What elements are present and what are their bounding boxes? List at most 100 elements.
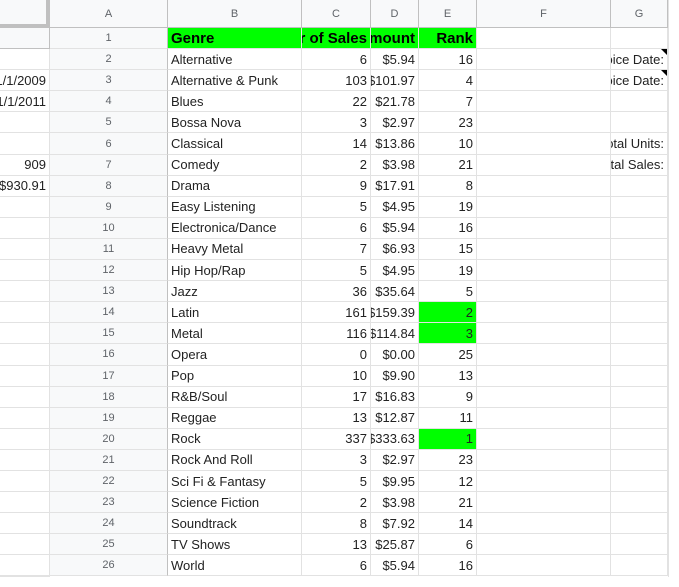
cell-d25-rank[interactable]: 6	[419, 534, 477, 556]
cell-c19-amount[interactable]: $12.87	[371, 407, 419, 429]
cell-f24[interactable]	[611, 513, 668, 535]
cell-b18-sales[interactable]: 17	[302, 386, 371, 408]
row-header-16[interactable]: 16	[50, 344, 168, 366]
cell-b3-sales[interactable]: 103	[302, 70, 371, 92]
cell-f8[interactable]	[611, 175, 668, 197]
cell-a19-genre[interactable]: Reggae	[168, 407, 302, 429]
cell-f11[interactable]	[611, 238, 668, 261]
cell-d23-rank[interactable]: 21	[419, 492, 477, 514]
cell-g8[interactable]	[0, 196, 50, 218]
cell-a5-genre[interactable]: Bossa Nova	[168, 112, 302, 134]
row-header-17[interactable]: 17	[50, 365, 168, 387]
cell-b23-sales[interactable]: 2	[302, 492, 371, 514]
cell-a22-genre[interactable]: Sci Fi & Fantasy	[168, 470, 302, 493]
cell-b1-sales-header[interactable]: Number of Sales	[302, 28, 371, 50]
cell-a24-genre[interactable]: Soundtrack	[168, 513, 302, 535]
cell-f25[interactable]	[611, 534, 668, 556]
cell-f10[interactable]	[611, 217, 668, 239]
cell-c24-amount[interactable]: $7.92	[371, 513, 419, 535]
cell-g24[interactable]	[0, 534, 50, 556]
cell-e11[interactable]	[477, 238, 611, 261]
cell-b10-sales[interactable]: 6	[302, 217, 371, 239]
cell-d26-rank[interactable]: 16	[419, 555, 477, 577]
column-header-g[interactable]: G	[611, 0, 668, 28]
row-header-4[interactable]: 4	[50, 91, 168, 113]
cell-g3-end-value[interactable]: 1/1/2011	[0, 91, 50, 113]
cell-d6-rank[interactable]: 10	[419, 133, 477, 155]
cell-f1[interactable]	[611, 28, 668, 50]
cell-d2-rank[interactable]: 16	[419, 49, 477, 71]
cell-e6[interactable]	[477, 133, 611, 155]
cell-c12-amount[interactable]: $4.95	[371, 260, 419, 282]
cell-b26-sales[interactable]: 6	[302, 555, 371, 577]
cell-g16[interactable]	[0, 365, 50, 387]
row-header-5[interactable]: 5	[50, 112, 168, 134]
cell-c9-amount[interactable]: $4.95	[371, 196, 419, 218]
cell-b21-sales[interactable]: 3	[302, 449, 371, 471]
cell-g19[interactable]	[0, 428, 50, 450]
cell-a10-genre[interactable]: Electronica/Dance	[168, 217, 302, 239]
row-header-2[interactable]: 2	[50, 49, 168, 71]
column-header-e[interactable]: E	[419, 0, 477, 28]
cell-b6-sales[interactable]: 14	[302, 133, 371, 155]
cell-b24-sales[interactable]: 8	[302, 513, 371, 535]
cell-b14-sales[interactable]: 161	[302, 302, 371, 324]
cell-f3-end-label[interactable]: Ending invoice Date:	[611, 70, 668, 92]
cell-e22[interactable]	[477, 470, 611, 493]
cell-c17-amount[interactable]: $9.90	[371, 365, 419, 387]
cell-a23-genre[interactable]: Science Fiction	[168, 492, 302, 514]
cell-a14-genre[interactable]: Latin	[168, 302, 302, 324]
cell-a1-genre-header[interactable]: Genre	[168, 28, 302, 50]
cell-g25[interactable]	[0, 555, 50, 577]
cell-a4-genre[interactable]: Blues	[168, 91, 302, 113]
cell-e20[interactable]	[477, 428, 611, 450]
row-header-26[interactable]: 26	[50, 555, 168, 577]
cell-e7[interactable]	[477, 154, 611, 176]
row-header-10[interactable]: 10	[50, 217, 168, 239]
cell-g20[interactable]	[0, 449, 50, 471]
cell-g7-sales-value[interactable]: $930.91	[0, 175, 50, 197]
cell-g10[interactable]	[0, 238, 50, 261]
cell-c8-amount[interactable]: $17.91	[371, 175, 419, 197]
row-header-11[interactable]: 11	[50, 238, 168, 261]
cell-g18[interactable]	[0, 407, 50, 429]
cell-e5[interactable]	[477, 112, 611, 134]
cell-e26[interactable]	[477, 555, 611, 577]
cell-a13-genre[interactable]: Jazz	[168, 281, 302, 303]
cell-e18[interactable]	[477, 386, 611, 408]
cell-a16-genre[interactable]: Opera	[168, 344, 302, 366]
cell-f17[interactable]	[611, 365, 668, 387]
row-header-9[interactable]: 9	[50, 196, 168, 218]
row-header-24[interactable]: 24	[50, 513, 168, 535]
cell-e23[interactable]	[477, 492, 611, 514]
cell-d8-rank[interactable]: 8	[419, 175, 477, 197]
column-header-d[interactable]: D	[371, 0, 419, 28]
cell-c5-amount[interactable]: $2.97	[371, 112, 419, 134]
cell-b13-sales[interactable]: 36	[302, 281, 371, 303]
cell-f16[interactable]	[611, 344, 668, 366]
cell-a21-genre[interactable]: Rock And Roll	[168, 449, 302, 471]
row-header-12[interactable]: 12	[50, 260, 168, 282]
cell-a3-genre[interactable]: Alternative & Punk	[168, 70, 302, 92]
cell-a12-genre[interactable]: Hip Hop/Rap	[168, 260, 302, 282]
cell-c15-amount[interactable]: $114.84	[371, 323, 419, 345]
cell-c11-amount[interactable]: $6.93	[371, 238, 419, 261]
cell-f14[interactable]	[611, 302, 668, 324]
row-header-1[interactable]: 1	[50, 28, 168, 50]
cell-b7-sales[interactable]: 2	[302, 154, 371, 176]
cell-e16[interactable]	[477, 344, 611, 366]
cell-a20-genre[interactable]: Rock	[168, 428, 302, 450]
cell-b15-sales[interactable]: 116	[302, 323, 371, 345]
cell-e10[interactable]	[477, 217, 611, 239]
cell-d16-rank[interactable]: 25	[419, 344, 477, 366]
cell-g13[interactable]	[0, 302, 50, 324]
cell-d15-rank[interactable]: 3	[419, 323, 477, 345]
cell-d21-rank[interactable]: 23	[419, 449, 477, 471]
cell-f13[interactable]	[611, 281, 668, 303]
cell-f2-start-label[interactable]: Starting Invoice Date:	[611, 49, 668, 71]
cell-f5[interactable]	[611, 112, 668, 134]
cell-g6-units-value[interactable]: 909	[0, 154, 50, 176]
cell-g26[interactable]	[0, 576, 50, 578]
cell-g15[interactable]	[0, 344, 50, 366]
cell-e12[interactable]	[477, 260, 611, 282]
